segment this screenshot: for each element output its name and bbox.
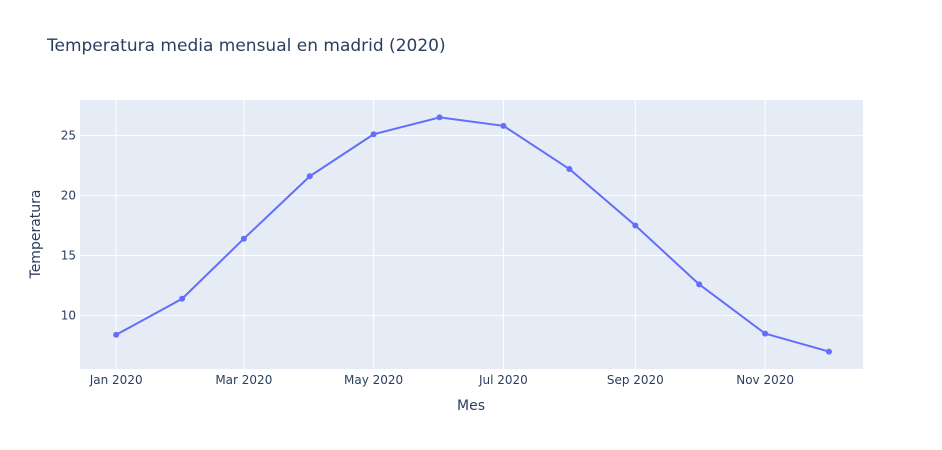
data-point[interactable]: [179, 295, 186, 302]
data-point[interactable]: [370, 131, 377, 138]
data-point[interactable]: [566, 166, 573, 173]
y-axis-title: Temperatura: [28, 190, 44, 280]
chart-title: Temperatura media mensual en madrid (202…: [46, 36, 446, 56]
series-line: [115, 116, 830, 353]
x-tick-label: Jul 2020: [478, 373, 528, 387]
y-tick-label: 10: [61, 309, 76, 323]
data-point[interactable]: [696, 281, 703, 288]
series-layer: [113, 114, 832, 355]
x-tick-label: Jan 2020: [89, 373, 143, 387]
y-tick-label: 25: [61, 128, 76, 142]
data-point[interactable]: [762, 330, 769, 337]
plot-area: [80, 100, 863, 369]
x-tick-label: Nov 2020: [736, 373, 794, 387]
grid-lines: [80, 100, 863, 369]
axis-ticks: Jan 2020 Mar 2020 May 2020 Jul 2020 Sep 2020…: [61, 128, 794, 387]
data-point[interactable]: [113, 331, 120, 338]
x-tick-label: Mar 2020: [215, 373, 272, 387]
y-tick-label: 20: [61, 188, 76, 202]
data-point[interactable]: [825, 348, 832, 355]
data-point[interactable]: [436, 114, 443, 121]
x-axis-title: Mes: [457, 398, 485, 414]
x-tick-label: Sep 2020: [607, 373, 664, 387]
data-point[interactable]: [500, 122, 507, 129]
x-tick-label: May 2020: [344, 373, 403, 387]
data-point[interactable]: [240, 235, 247, 242]
data-point[interactable]: [306, 173, 313, 180]
y-tick-label: 15: [61, 249, 76, 263]
data-point[interactable]: [632, 222, 639, 229]
